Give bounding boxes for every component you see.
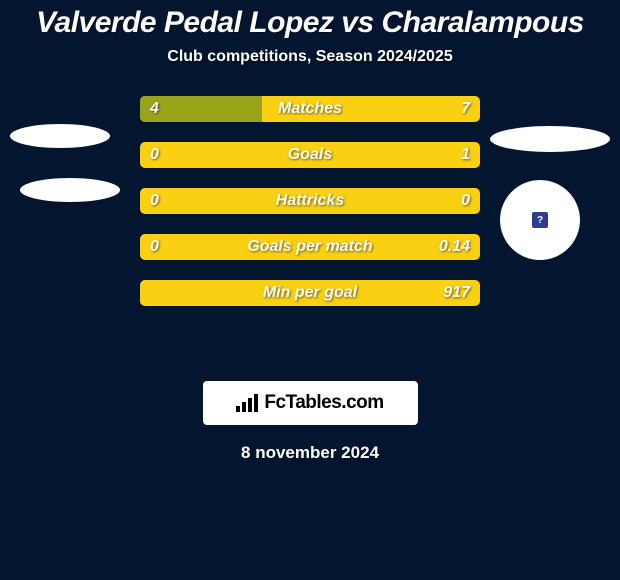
stat-value-left: 0 <box>150 188 159 214</box>
brand-text: FcTables.com <box>264 392 383 414</box>
left-decor-oval-1 <box>10 124 110 148</box>
stat-label: Goals <box>288 142 332 168</box>
stat-value-left: 0 <box>150 234 159 260</box>
stat-row: 0 Goals 1 <box>140 142 480 168</box>
right-decor-oval-1 <box>490 126 610 152</box>
brand-box: FcTables.com <box>203 381 418 425</box>
stat-label: Hattricks <box>276 188 344 214</box>
stat-value-right: 0 <box>461 188 470 214</box>
stat-row: 4 Matches 7 <box>140 96 480 122</box>
stat-value-right: 7 <box>461 96 470 122</box>
stat-value-left: 0 <box>150 142 159 168</box>
stat-label: Matches <box>278 96 342 122</box>
stat-label: Min per goal <box>263 280 357 306</box>
right-player-badge: ? <box>500 180 580 260</box>
question-icon: ? <box>532 212 548 228</box>
stat-row: Min per goal 917 <box>140 280 480 306</box>
brand-icon <box>236 394 258 412</box>
page-title: Valverde Pedal Lopez vs Charalampous <box>0 0 620 40</box>
stat-row: 0 Goals per match 0.14 <box>140 234 480 260</box>
stat-rows: 4 Matches 7 0 Goals 1 0 Hattricks 0 0 Goals per ma… <box>140 96 480 306</box>
stat-value-right: 0.14 <box>439 234 470 260</box>
stat-label: Goals per match <box>247 234 372 260</box>
comparison-infographic: Valverde Pedal Lopez vs Charalampous Clu… <box>0 0 620 580</box>
stat-value-right: 1 <box>461 142 470 168</box>
stat-row: 0 Hattricks 0 <box>140 188 480 214</box>
page-subtitle: Club competitions, Season 2024/2025 <box>0 48 620 66</box>
stats-area: ? 4 Matches 7 0 Goals 1 0 Hattricks 0 0 Goals per … <box>0 96 620 356</box>
date-text: 8 november 2024 <box>0 443 620 463</box>
left-decor-oval-2 <box>20 178 120 202</box>
stat-value-left: 4 <box>150 96 159 122</box>
stat-value-right: 917 <box>443 280 470 306</box>
